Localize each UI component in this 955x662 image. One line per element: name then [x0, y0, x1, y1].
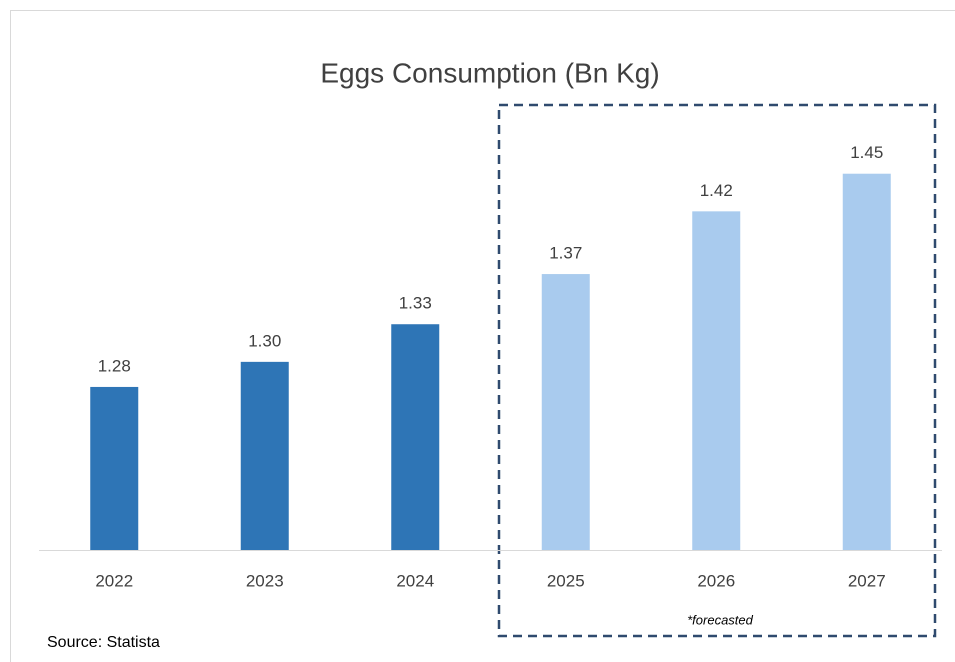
- annotation: *forecasted: [687, 612, 754, 627]
- x-tick-label: 2022: [95, 571, 133, 590]
- bar: [391, 324, 440, 550]
- forecast-box: [497, 103, 937, 638]
- value-label: 1.37: [549, 244, 582, 263]
- bar: [90, 386, 139, 550]
- value-label: 1.42: [700, 181, 733, 200]
- x-tick-label: 2027: [848, 571, 886, 590]
- chart-title: Eggs Consumption (Bn Kg): [320, 57, 659, 88]
- x-tick-label: 2024: [396, 571, 434, 590]
- chart-border: [10, 10, 955, 662]
- source: Source: Statista: [47, 634, 160, 651]
- bar: [842, 173, 891, 550]
- bar: [240, 361, 289, 550]
- x-tick-label: 2026: [697, 571, 735, 590]
- x-tick-label: 2023: [246, 571, 284, 590]
- bar: [541, 274, 590, 550]
- x-tick-label: 2025: [547, 571, 585, 590]
- value-label: 1.33: [399, 294, 432, 313]
- value-label: 1.30: [248, 331, 281, 350]
- value-label: 1.28: [98, 356, 131, 375]
- value-label: 1.45: [850, 143, 883, 162]
- bar: [692, 211, 741, 551]
